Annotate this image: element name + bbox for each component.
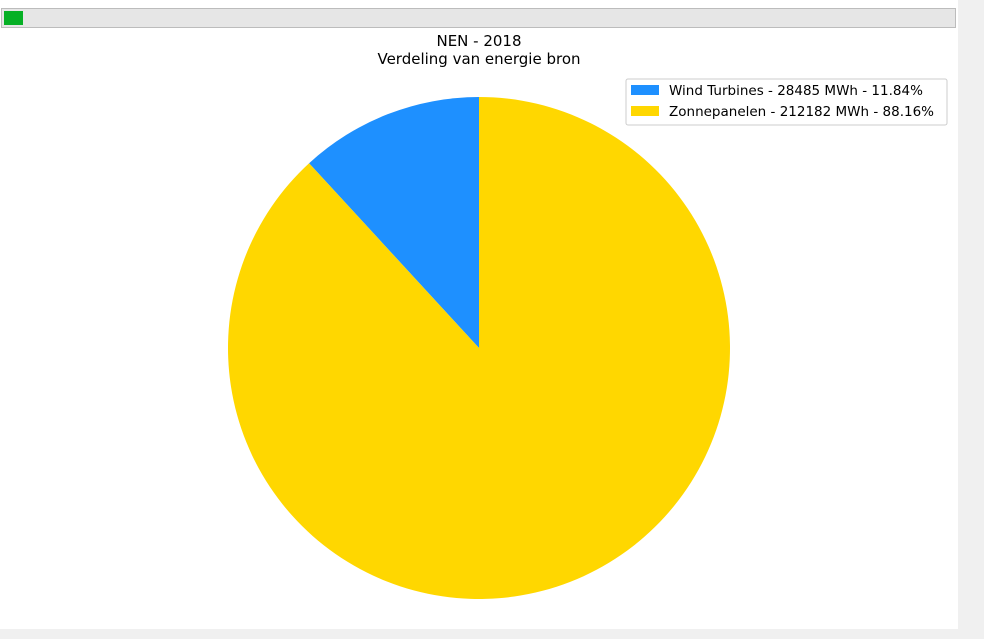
legend-swatch-zonnepanelen — [631, 106, 659, 116]
pie-slice-wind-turbines — [309, 97, 479, 348]
progress-fill — [4, 11, 23, 25]
legend: Wind Turbines - 28485 MWh - 11.84% Zonne… — [625, 78, 948, 126]
pie-slice-zonnepanelen — [228, 97, 731, 599]
chart-window: NEN - 2018 Verdeling van energie bron Wi… — [0, 0, 958, 629]
chart-subtitle: Verdeling van energie bron — [377, 50, 580, 68]
pie-chart: NEN - 2018 Verdeling van energie bron Wi… — [228, 32, 948, 599]
legend-box — [625, 78, 948, 126]
legend-label-wind: Wind Turbines - 28485 MWh - 11.84% — [669, 83, 923, 99]
chart-title: NEN - 2018 — [436, 32, 521, 50]
progress-bar — [1, 8, 956, 28]
pie-slices — [228, 97, 731, 599]
legend-label-zonnepanelen: Zonnepanelen - 212182 MWh - 88.16% — [669, 104, 934, 120]
legend-swatch-wind — [631, 85, 659, 95]
